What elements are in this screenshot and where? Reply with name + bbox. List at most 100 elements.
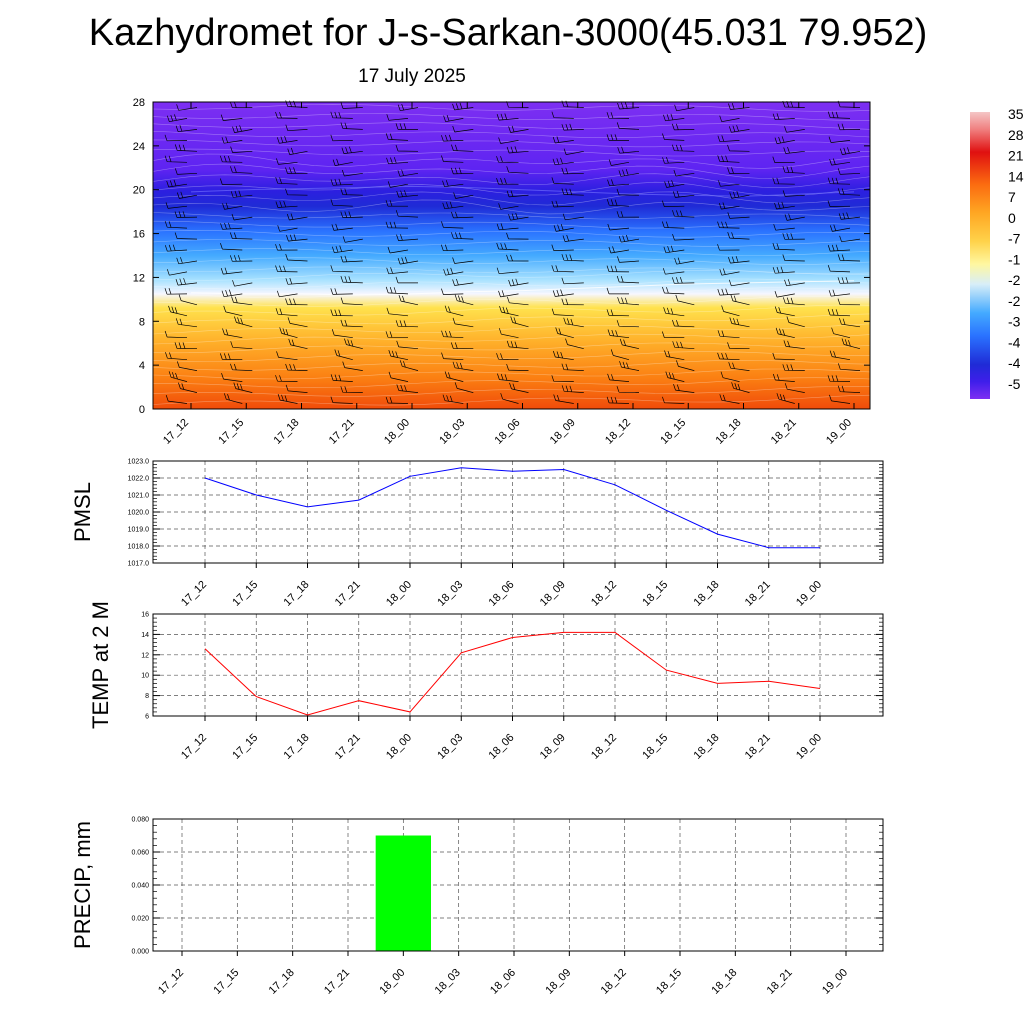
wind-barb [285,167,308,174]
wind-barb [395,210,419,218]
x-tick-label: 17_15 [230,732,260,762]
y-tick-label: 24 [133,141,145,153]
isotherm-line [152,103,871,112]
wind-barb [784,383,805,393]
wind-barb [717,352,740,361]
wind-barb [395,123,418,130]
wind-barb [388,371,409,382]
wind-barb [452,361,474,371]
wind-barb [728,256,750,264]
x-tick-label: 17_18 [282,732,312,762]
wind-barb [551,265,574,273]
colorbar-label: -2 [1008,272,1021,288]
x-tick-label: 17_21 [322,967,352,997]
wind-barb [774,201,795,210]
wind-barb [174,144,198,152]
y-tick-label: 0.020 [131,916,149,923]
wind-barb [617,297,640,306]
wind-barb [728,102,750,110]
wind-barb [606,287,629,295]
wind-barb [508,125,529,133]
wind-barb [561,254,584,262]
wind-barb [784,126,805,133]
wind-barb [340,102,363,109]
x-tick-label: 17_18 [282,579,312,609]
wind-barb [166,114,188,123]
wind-barb [728,125,750,133]
wind-barb [176,191,198,199]
wind-barb [610,349,630,361]
wind-barb [719,115,740,123]
isotherm-line [152,342,871,354]
isotherm-line [152,248,871,256]
wind-barb [234,316,253,328]
y-tick-label: 1022.0 [128,476,150,483]
wind-barb [387,246,409,254]
x-tick-label: 18_06 [487,579,517,609]
isotherm-line [152,269,871,281]
wind-barb [334,349,353,361]
wind-barb [340,255,363,263]
wind-barb [441,330,464,339]
x-tick-label: 19_00 [820,967,850,997]
wind-barb [839,318,861,328]
wind-barb [717,330,740,339]
wind-barb [341,146,363,154]
wind-barb [385,133,409,141]
wind-barb [551,111,574,119]
isotherm-line [152,278,871,290]
wind-barb [619,361,640,371]
wind-barb [164,155,188,163]
wind-barb [399,360,419,371]
isotherm-line [152,323,871,335]
wind-barb [561,167,584,175]
wind-barb [662,396,685,404]
x-tick-label: 18_00 [382,417,412,447]
precip-panel: 0.000 0.020 0.040 0.060 0.080 17_12 17_15 17_18… [70,817,884,997]
wind-barb [616,122,640,130]
wind-barb [275,308,298,317]
wind-barb [342,361,363,371]
wind-barb [839,235,861,243]
x-tick-label: 19_00 [794,732,824,762]
wind-barb [164,287,188,295]
wind-barb [616,320,640,328]
wind-barb [444,305,464,317]
wind-barb [452,317,474,328]
wind-barb [506,340,529,350]
wind-barb [451,211,474,219]
wind-barb [275,243,298,251]
wind-barb [396,384,419,393]
isotherm-line [152,220,871,229]
wind-barb [662,286,685,295]
wind-barb [276,135,298,144]
wind-barb [219,178,243,185]
wind-barb [397,256,419,265]
wind-barb [827,200,851,207]
wind-barb [340,188,363,196]
colorbar-label: 7 [1008,189,1016,205]
wind-barb [496,223,519,231]
x-tick-label: 18_21 [743,579,773,609]
wind-barb [618,234,640,243]
wind-barb [617,256,640,263]
isotherm-line [152,191,871,206]
colorbar-label: -7 [1008,231,1021,247]
isotherm-line [152,229,871,238]
x-tick-label: 19_00 [824,417,854,447]
isotherm-contours [152,103,871,406]
wind-barb [561,277,584,285]
wind-barb [385,396,409,404]
wind-barb [385,200,408,207]
y-tick-label: 6 [145,714,149,721]
wind-barb [782,100,805,108]
wind-barb [674,104,695,112]
x-tick-label: 17_15 [216,417,246,447]
wind-barb [672,190,695,198]
wind-barb [551,200,574,208]
wind-barb [386,114,409,121]
y-axis-title: PRECIP, mm [70,821,95,949]
wind-barb [500,393,519,404]
isotherm-line [152,131,871,138]
wind-barb [441,134,464,142]
